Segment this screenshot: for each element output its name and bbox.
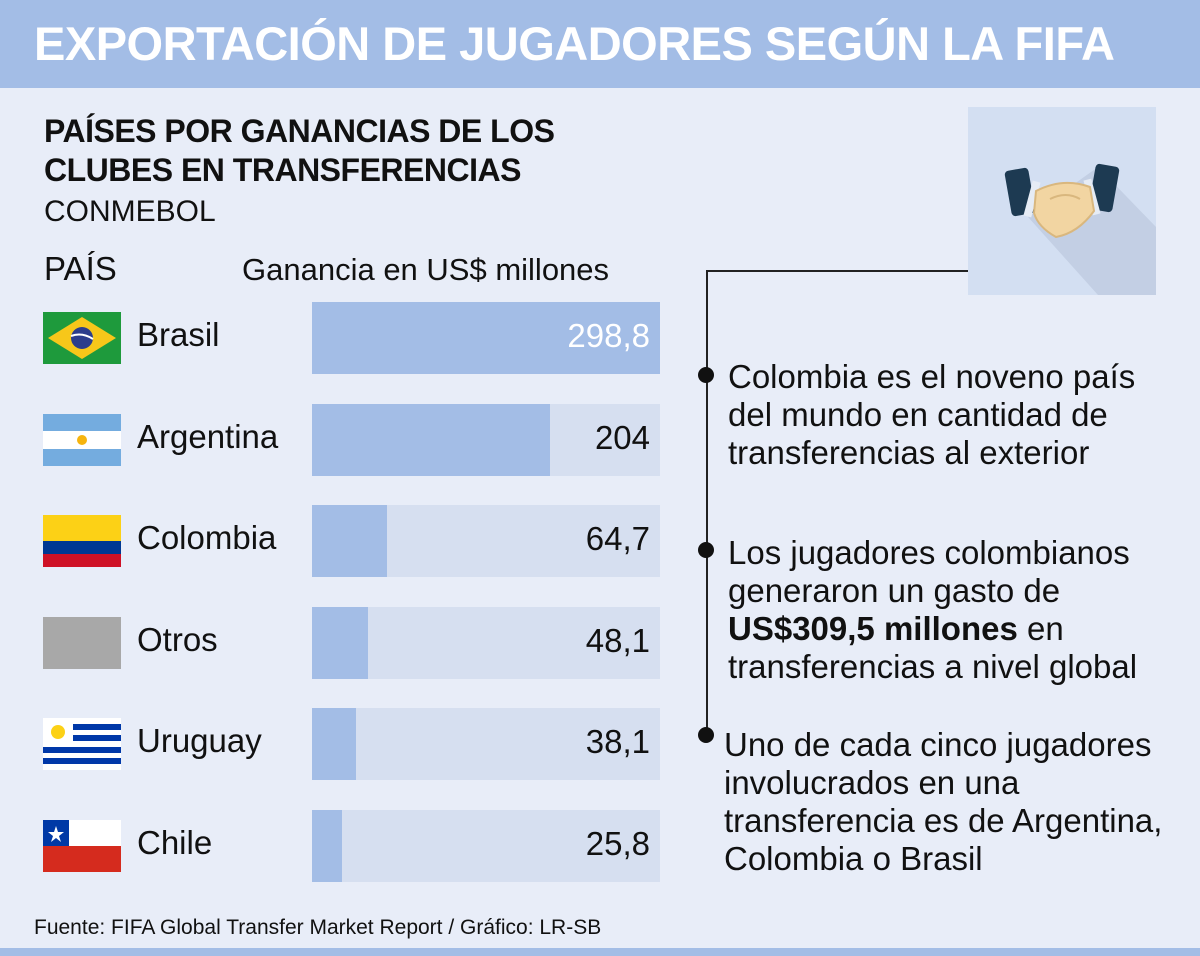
flag-colombia-icon [43, 515, 121, 568]
bar-track: 25,8 [312, 810, 660, 882]
country-label: Chile [137, 824, 213, 861]
value-label: 25,8 [585, 825, 650, 862]
flag-otros-icon [43, 616, 121, 669]
flag-chile-icon [43, 820, 121, 872]
bar-row-otros: Otros 48,1 [0, 606, 700, 679]
bar-row-brasil: Brasil 298,8 [0, 302, 700, 374]
bar-row-argentina: Argentina 204 [0, 403, 700, 476]
country-label: Colombia [137, 519, 277, 557]
bar-track: 204 [312, 403, 660, 476]
bullet-dot [698, 727, 714, 743]
value-label: 204 [594, 418, 650, 456]
country-label: Uruguay [137, 722, 262, 760]
flag-brasil-icon [43, 312, 121, 364]
connector-line-vertical [706, 270, 708, 740]
value-label: 64,7 [585, 520, 650, 558]
source-note: Fuente: FIFA Global Transfer Market Repo… [34, 916, 602, 939]
handshake-icon [968, 107, 1156, 295]
country-column-label: PAÍS [44, 250, 117, 287]
bullet-dot [698, 367, 714, 383]
bar-row-uruguay: Uruguay 38,1 [0, 708, 700, 781]
note-2-highlight: US$309,5 millones [728, 610, 1018, 647]
value-column-label: Ganancia en US$ millones [242, 252, 610, 287]
country-label: Argentina [137, 417, 279, 455]
bar-colombia [312, 505, 388, 578]
bar-brasil [312, 302, 660, 374]
bar-argentina [312, 403, 550, 476]
bar-uruguay [312, 708, 357, 781]
bullet-dot [698, 542, 714, 558]
flag-uruguay-icon [43, 718, 121, 771]
note-2: Los jugadores colombianos generaron un g… [728, 534, 1188, 686]
footer-strip [0, 948, 1200, 956]
header-banner: EXPORTACIÓN DE JUGADORES SEGÚN LA FIFA [0, 0, 1200, 88]
chart-title: PAÍSES POR GANANCIAS DE LOS CLUBES EN TR… [44, 113, 555, 188]
bar-row-chile: Chile 25,8 [0, 810, 700, 882]
note-3: Uno de cada cinco jugadores involucrados… [724, 726, 1163, 877]
value-label: 38,1 [585, 723, 650, 761]
note-2-text: Los jugadores colombianos generaron un g… [728, 534, 1130, 609]
bar-track: 298,8 [312, 302, 660, 374]
chart-subtitle: CONMEBOL [44, 195, 216, 228]
connector-line [706, 270, 968, 272]
bar-row-colombia: Colombia 64,7 [0, 505, 700, 578]
bar-chile [312, 810, 343, 882]
flag-argentina-icon [43, 413, 121, 466]
bar-track: 38,1 [312, 708, 660, 781]
country-label: Otros [137, 620, 218, 658]
note-2-text-end: en transferencias a nivel global [728, 610, 1138, 685]
page-title: EXPORTACIÓN DE JUGADORES SEGÚN LA FIFA [34, 17, 1115, 70]
value-label: 48,1 [585, 621, 650, 659]
bar-otros [312, 606, 369, 679]
bar-track: 64,7 [312, 505, 660, 578]
country-label: Brasil [137, 316, 220, 353]
value-label: 298,8 [567, 317, 650, 354]
bar-track: 48,1 [312, 606, 660, 679]
note-1: Colombia es el noveno país del mundo en … [728, 358, 1136, 471]
